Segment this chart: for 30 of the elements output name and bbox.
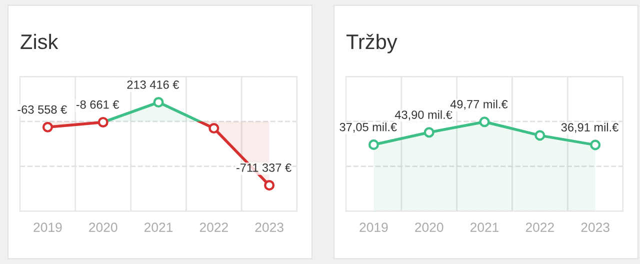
x-tick-label: 2019 (34, 222, 62, 232)
point (479, 116, 490, 128)
point (590, 140, 601, 150)
data-label: 213 416 € (127, 80, 180, 89)
data-label: -8 661 € (76, 100, 120, 109)
point (368, 139, 379, 150)
x-tick-label: 2020 (415, 222, 444, 232)
data-label: -711 337 € (236, 163, 292, 172)
data-label: 37,05 mil.€ (340, 122, 397, 133)
point (153, 97, 164, 108)
point (42, 122, 53, 132)
x-tick-label: 2022 (200, 222, 228, 232)
x-tick-label: 2023 (581, 222, 610, 232)
point (208, 122, 220, 134)
x-tick-label: 2021 (470, 222, 499, 232)
x-tick-label: 2022 (526, 222, 554, 232)
x-tick-label: 2019 (360, 222, 388, 232)
point (424, 127, 434, 138)
x-tick-label: 2021 (144, 222, 173, 232)
point (264, 180, 275, 191)
chart-title: Zisk (20, 34, 58, 50)
x-tick-label: 2023 (255, 222, 284, 232)
data-label: -63 558 € (18, 105, 67, 114)
x-tick-label: 2020 (89, 222, 118, 232)
chart-title: Tržby (346, 34, 398, 54)
data-label: 43,90 mil.€ (394, 110, 452, 120)
data-label: 36,91 mil.€ (561, 122, 618, 133)
data-label: 49,77 mil.€ (450, 100, 508, 110)
point (534, 130, 546, 141)
point (98, 116, 108, 128)
